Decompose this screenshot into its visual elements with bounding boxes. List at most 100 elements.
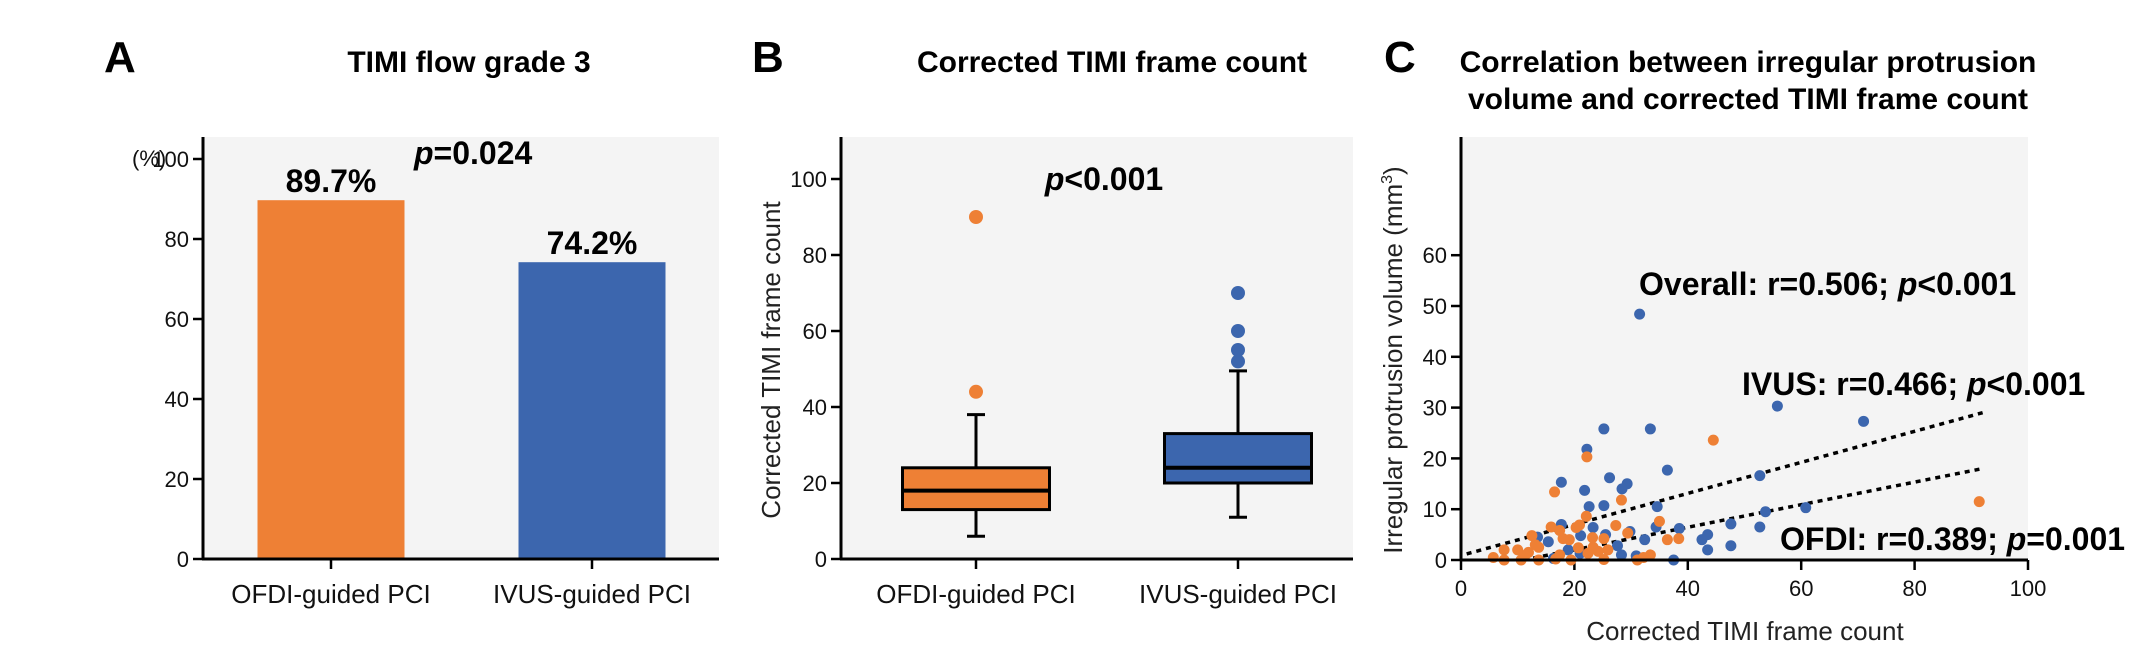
panel-b-category-label: IVUS-guided PCI (1139, 579, 1337, 609)
panel-c-point-ivus (1598, 423, 1610, 435)
panel-c-point-ofdi (1653, 515, 1665, 527)
panel-b-outlier (1231, 286, 1245, 300)
panel-a-bar-value-label: 89.7% (286, 163, 377, 199)
panel-c-point-ivus (1634, 308, 1646, 320)
panel-b-ytick-label: 60 (803, 319, 827, 344)
panel-c-xtick-label: 100 (2010, 576, 2047, 601)
panel-c-point-ivus (1754, 470, 1766, 482)
panel-b-ytick-label: 0 (815, 547, 827, 572)
panel-c-xtick-label: 20 (1562, 576, 1586, 601)
panel-b-p-value: p<0.001 (1044, 161, 1163, 197)
panel-c-ytick-label: 60 (1423, 243, 1447, 268)
panel-c-point-ofdi (1587, 532, 1599, 544)
panel-a-ytick-label: 40 (165, 387, 189, 412)
panel-c-xtick-label: 60 (1789, 576, 1813, 601)
panel-a-ytick-label: 20 (165, 467, 189, 492)
panel-c: C Correlation between irregular protrusi… (1378, 33, 2125, 646)
panel-b-box (1163, 432, 1313, 485)
panel-c-point-ivus (1583, 501, 1595, 513)
panel-c-point-ofdi (1587, 541, 1599, 553)
panel-c-xtick-label: 0 (1455, 576, 1467, 601)
panel-b-category-label: OFDI-guided PCI (876, 579, 1075, 609)
panel-c-overall-annotation: Overall: r=0.506; p<0.001 (1639, 266, 2016, 302)
panel-c-ytick-label: 30 (1423, 396, 1447, 421)
panel-b-outlier (1231, 324, 1245, 338)
panel-a-ytick-label: 80 (165, 227, 189, 252)
panel-a-ylabel: (%) (132, 146, 166, 171)
panel-c-point-ivus (1725, 540, 1737, 552)
panel-c-ytick-label: 50 (1423, 294, 1447, 319)
panel-c-point-ivus (1696, 534, 1708, 546)
panel-c-point-ivus (1579, 484, 1591, 496)
panel-c-point-ofdi (1610, 519, 1622, 531)
panel-c-point-ofdi (1661, 534, 1673, 546)
panel-c-point-ivus (1555, 476, 1567, 488)
panel-c-ivus-annotation: IVUS: r=0.466; p<0.001 (1742, 366, 2085, 402)
panel-c-point-ivus (1702, 544, 1714, 556)
panel-c-point-ofdi (1707, 434, 1719, 446)
panel-c-point-ofdi (1973, 496, 1985, 508)
panel-c-xtick-label: 80 (1902, 576, 1926, 601)
panel-c-point-ofdi (1572, 542, 1584, 554)
panel-c-ytick-label: 40 (1423, 345, 1447, 370)
panel-a-bar-value-label: 74.2% (547, 225, 638, 261)
panel-a-ytick-label: 100 (152, 147, 189, 172)
panel-c-point-ofdi (1554, 549, 1566, 561)
panel-b: B Corrected TIMI frame count Corrected T… (752, 33, 1353, 609)
panel-c-point-ofdi (1533, 541, 1545, 553)
panel-a-ytick-label: 0 (177, 547, 189, 572)
panel-c-point-ivus (1858, 415, 1870, 427)
panel-b-outlier (1231, 354, 1245, 369)
panel-b-ytick-label: 100 (790, 167, 827, 192)
panel-b-outlier (969, 210, 983, 224)
panel-c-point-ivus (1725, 518, 1737, 530)
panel-c-xtick-label: 40 (1676, 576, 1700, 601)
panel-c-point-ivus (1639, 534, 1651, 546)
panel-c-ytick-label: 0 (1435, 548, 1447, 573)
panel-c-point-ofdi (1598, 533, 1610, 545)
panel-c-point-ivus (1759, 506, 1771, 518)
panel-a-letter: A (104, 33, 136, 82)
panel-a-category-label: IVUS-guided PCI (493, 579, 691, 609)
panel-c-point-ofdi (1549, 486, 1561, 498)
panel-b-outlier (1231, 343, 1245, 357)
panel-b-ytick-label: 40 (803, 395, 827, 420)
panel-c-ofdi-annotation: OFDI: r=0.389; p=0.001 (1780, 521, 2125, 557)
panel-c-ytick-label: 20 (1423, 446, 1447, 471)
panel-a-ytick-label: 60 (165, 307, 189, 332)
panel-c-letter: C (1384, 33, 1416, 82)
panel-c-point-ofdi (1673, 533, 1685, 545)
panel-c-point-ivus (1575, 530, 1587, 542)
panel-a-category-label: OFDI-guided PCI (231, 579, 430, 609)
panel-c-point-ivus (1800, 502, 1812, 514)
panel-c-point-ivus (1611, 540, 1623, 552)
panel-a-bar (257, 200, 405, 559)
panel-c-point-ivus (1587, 521, 1599, 533)
panel-c-point-ofdi (1622, 527, 1634, 539)
panel-c-title-line-2: volume and corrected TIMI frame count (1468, 83, 2028, 116)
panel-c-point-ofdi (1498, 544, 1510, 556)
panel-c-point-ivus (1754, 521, 1766, 533)
panel-c-point-ivus (1615, 549, 1627, 561)
panel-c-point-ivus (1542, 536, 1554, 548)
panel-c-point-ofdi (1615, 494, 1627, 506)
panel-c-point-ivus (1651, 501, 1663, 513)
panel-c-ytick-label: 10 (1423, 497, 1447, 522)
panel-c-point-ivus (1562, 544, 1574, 556)
panel-c-title-line-1: Correlation between irregular protrusion (1460, 46, 2037, 79)
panel-c-point-ofdi (1574, 519, 1586, 531)
panel-b-ytick-label: 80 (803, 243, 827, 268)
panel-c-point-ivus (1581, 443, 1593, 455)
panel-b-title: Corrected TIMI frame count (917, 46, 1307, 79)
panel-c-point-ivus (1598, 500, 1610, 512)
panel-c-fit-line-ofdi (1523, 466, 1983, 562)
panel-c-ylabel: Irregular protrusion volume (mm3) (1378, 166, 1408, 553)
panel-a-p-value: p=0.024 (413, 135, 533, 171)
panel-c-point-ivus (1771, 400, 1783, 412)
panel-c-point-ofdi (1545, 521, 1557, 533)
panel-c-point-ofdi (1581, 451, 1593, 463)
panel-c-xlabel: Corrected TIMI frame count (1586, 616, 1904, 646)
panel-c-point-ofdi (1557, 533, 1569, 545)
panel-c-point-ivus (1604, 472, 1616, 484)
